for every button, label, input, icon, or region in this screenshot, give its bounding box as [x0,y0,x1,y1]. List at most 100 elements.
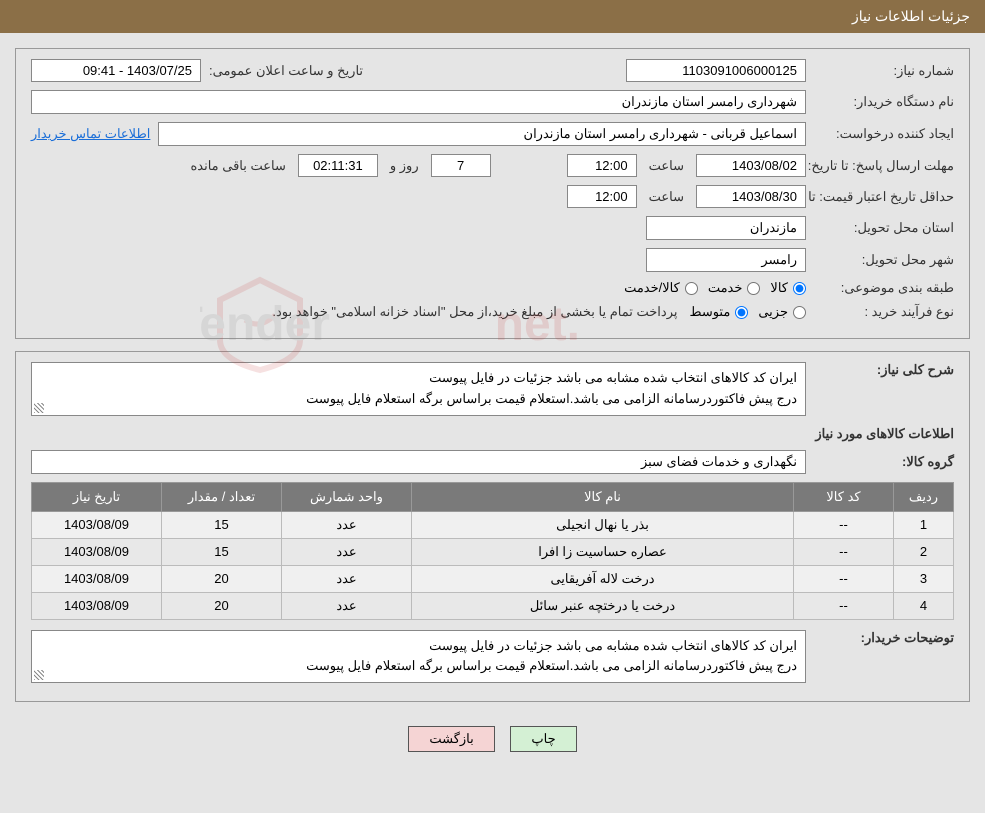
radio-goods-service[interactable]: کالا/خدمت [624,280,698,296]
radio-goods-service-label: کالا/خدمت [624,280,680,296]
cell-qty: 15 [162,538,282,565]
button-row: چاپ بازگشت [15,714,970,764]
response-date-field: 1403/08/02 [696,154,806,177]
cell-name: بذر یا نهال انجیلی [412,511,794,538]
cell-code: -- [794,592,894,619]
cell-unit: عدد [282,538,412,565]
goods-table: ردیف کد کالا نام کالا واحد شمارش تعداد /… [31,482,954,620]
cell-date: 1403/08/09 [32,538,162,565]
general-desc-label: شرح کلی نیاز: [814,362,954,378]
radio-goods-label: کالا [770,280,788,296]
need-number-field: 1103091006000125 [626,59,806,82]
buyer-org-field: شهرداری رامسر استان مازندران [31,90,806,114]
cell-n: 1 [894,511,954,538]
general-desc-line1: ایران کد کالاهای انتخاب شده مشابه می باش… [40,368,797,389]
buyer-notes-line2: درج پیش فاکتوردرسامانه الزامی می باشد.اس… [40,656,797,677]
radio-service[interactable]: خدمت [708,280,761,296]
description-section: شرح کلی نیاز: ایران کد کالاهای انتخاب شد… [15,351,970,702]
cell-code: -- [794,565,894,592]
main-content: AriaTender .net شماره نیاز: 110309100600… [0,33,985,779]
row-buyer-org: نام دستگاه خریدار: شهرداری رامسر استان م… [31,90,954,114]
cell-code: -- [794,538,894,565]
cell-date: 1403/08/09 [32,592,162,619]
row-purchase-type: نوع فرآیند خرید : جزیی متوسط پرداخت تمام… [31,304,954,320]
table-row: 1 -- بذر یا نهال انجیلی عدد 15 1403/08/0… [32,511,954,538]
row-price-validity: حداقل تاریخ اعتبار قیمت: تا تاریخ: 1403/… [31,185,954,208]
cell-code: -- [794,511,894,538]
th-qty: تعداد / مقدار [162,482,282,511]
row-requester: ایجاد کننده درخواست: اسماعیل قربانی - شه… [31,122,954,146]
remaining-label: ساعت باقی مانده [186,158,289,174]
print-button[interactable]: چاپ [510,726,576,752]
radio-medium-input[interactable] [735,306,748,319]
goods-info-title: اطلاعات کالاهای مورد نیاز [31,426,954,442]
page-container: جزئیات اطلاعات نیاز AriaTender .net شمار… [0,0,985,779]
radio-medium[interactable]: متوسط [689,304,748,320]
response-time-field: 12:00 [567,154,637,177]
cell-name: عصاره حساسیت زا افرا [412,538,794,565]
general-desc-line2: درج پیش فاکتوردرسامانه الزامی می باشد.اس… [40,389,797,410]
buyer-notes-field[interactable]: ایران کد کالاهای انتخاب شده مشابه می باش… [31,630,806,684]
radio-minor[interactable]: جزیی [758,304,806,320]
cell-unit: عدد [282,592,412,619]
radio-minor-input[interactable] [793,306,806,319]
table-row: 2 -- عصاره حساسیت زا افرا عدد 15 1403/08… [32,538,954,565]
row-buyer-notes: توضیحات خریدار: ایران کد کالاهای انتخاب … [31,630,954,684]
resize-handle-icon[interactable] [34,670,44,680]
cell-date: 1403/08/09 [32,565,162,592]
radio-goods-service-input[interactable] [685,282,698,295]
goods-group-label: گروه کالا: [814,454,954,470]
row-need-number: شماره نیاز: 1103091006000125 تاریخ و ساع… [31,59,954,82]
days-and-label: روز و [386,158,423,174]
radio-goods-input[interactable] [793,282,806,295]
buyer-notes-label: توضیحات خریدار: [814,630,954,646]
th-date: تاریخ نیاز [32,482,162,511]
row-goods-group: گروه کالا: نگهداری و خدمات فضای سبز [31,450,954,474]
days-count-field: 7 [431,154,491,177]
th-code: کد کالا [794,482,894,511]
price-valid-date-field: 1403/08/30 [696,185,806,208]
page-title: جزئیات اطلاعات نیاز [852,8,970,24]
response-deadline-label: مهلت ارسال پاسخ: تا تاریخ: [814,158,954,174]
category-radio-group: کالا خدمت کالا/خدمت [624,280,806,296]
radio-service-input[interactable] [747,282,760,295]
back-button[interactable]: بازگشت [408,726,494,752]
category-label: طبقه بندی موضوعی: [814,280,954,296]
row-delivery-city: شهر محل تحویل: رامسر [31,248,954,272]
buyer-org-label: نام دستگاه خریدار: [814,94,954,110]
radio-goods[interactable]: کالا [770,280,806,296]
row-general-desc: شرح کلی نیاز: ایران کد کالاهای انتخاب شد… [31,362,954,416]
announce-date-field: 1403/07/25 - 09:41 [31,59,201,82]
purchase-type-radio-group: جزیی متوسط [689,304,806,320]
resize-handle-icon[interactable] [34,403,44,413]
cell-unit: عدد [282,511,412,538]
table-body: 1 -- بذر یا نهال انجیلی عدد 15 1403/08/0… [32,511,954,619]
delivery-city-field: رامسر [646,248,806,272]
cell-name: درخت یا درختچه عنبر سائل [412,592,794,619]
table-header-row: ردیف کد کالا نام کالا واحد شمارش تعداد /… [32,482,954,511]
time-label-2: ساعت [645,189,688,205]
need-details-section: شماره نیاز: 1103091006000125 تاریخ و ساع… [15,48,970,339]
th-unit: واحد شمارش [282,482,412,511]
announce-date-label: تاریخ و ساعت اعلان عمومی: [209,63,363,79]
row-delivery-province: استان محل تحویل: مازندران [31,216,954,240]
requester-label: ایجاد کننده درخواست: [814,126,954,142]
contact-info-link[interactable]: اطلاعات تماس خریدار [31,126,150,142]
cell-unit: عدد [282,565,412,592]
cell-n: 2 [894,538,954,565]
general-desc-field[interactable]: ایران کد کالاهای انتخاب شده مشابه می باش… [31,362,806,416]
radio-service-label: خدمت [708,280,743,296]
row-category: طبقه بندی موضوعی: کالا خدمت کالا/خدمت [31,280,954,296]
cell-n: 4 [894,592,954,619]
page-title-bar: جزئیات اطلاعات نیاز [0,0,985,33]
need-number-label: شماره نیاز: [814,63,954,79]
cell-date: 1403/08/09 [32,511,162,538]
radio-medium-label: متوسط [689,304,730,320]
countdown-field: 02:11:31 [298,154,378,177]
table-row: 3 -- درخت لاله آفریقایی عدد 20 1403/08/0… [32,565,954,592]
purchase-type-note: پرداخت تمام یا بخشی از مبلغ خرید،از محل … [31,304,681,320]
delivery-city-label: شهر محل تحویل: [814,252,954,268]
cell-qty: 20 [162,565,282,592]
cell-qty: 15 [162,511,282,538]
time-label-1: ساعت [645,158,688,174]
